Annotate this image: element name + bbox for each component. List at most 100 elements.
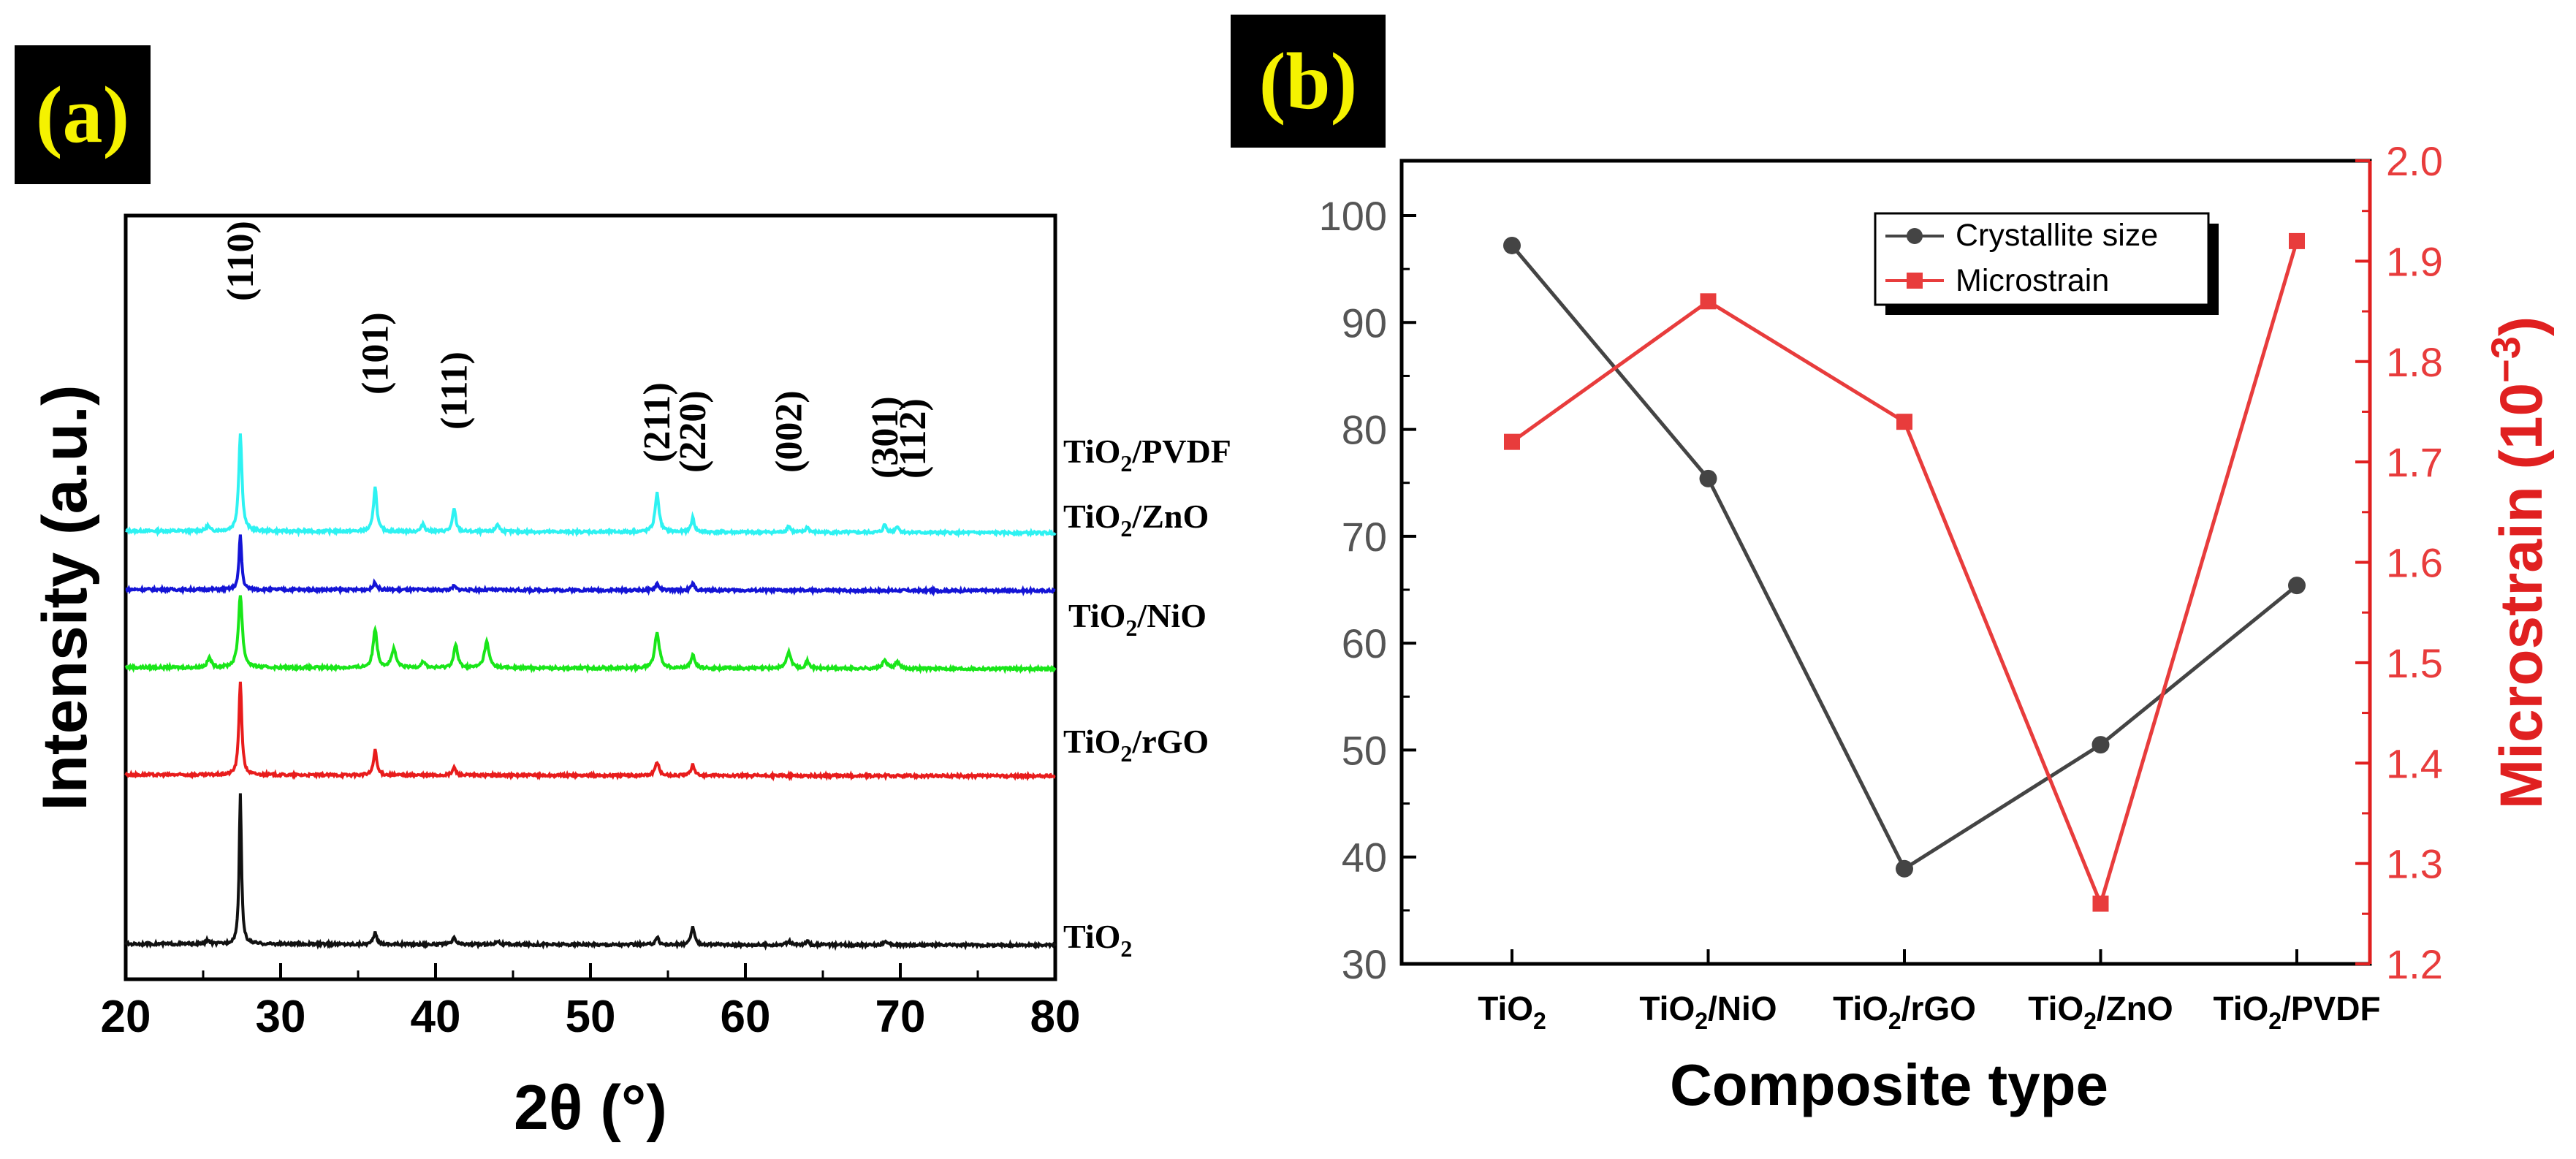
microstrain-point	[1896, 414, 1912, 430]
b-x-category-label: TiO2/ZnO	[2028, 989, 2173, 1034]
crystallite-point	[1503, 236, 1521, 254]
b-y-tick-label: 60	[1342, 620, 1387, 666]
crystallite-line	[1511, 244, 2298, 872]
xrd-x-tick-label: 80	[1030, 992, 1081, 1042]
hkl-annotation: (101)	[354, 312, 396, 395]
xrd-series-line	[124, 595, 1057, 674]
b-y-tick-label: 30	[1342, 941, 1387, 987]
xrd-series-label-sub: 2	[1125, 615, 1137, 641]
microstrain-point	[2289, 232, 2305, 249]
b-x-category-sub: 2	[1888, 1008, 1901, 1034]
xrd-series-label-rest: /ZnO	[1131, 498, 1209, 535]
panel-label-b: (b)	[1231, 15, 1386, 148]
legend-box	[1874, 212, 2210, 306]
xrd-series-label-main: TiO	[1063, 498, 1120, 535]
xrd-y-axis-title: Intensity (a.u.)	[30, 385, 100, 811]
xrd-x-tick-label: 20	[101, 992, 151, 1042]
b-y2-tick-label: 1.5	[2386, 640, 2443, 686]
xrd-series-label-rest: /NiO	[1136, 597, 1207, 634]
b-y2-tick-label: 2.0	[2386, 138, 2443, 184]
b-x-category-label: TiO2/PVDF	[2213, 989, 2380, 1034]
legend-swatch-crystallite-marker	[1907, 228, 1923, 244]
hkl-annotation: (220)	[672, 390, 714, 473]
b-y2-axis-title-main: Microstrain (10	[2488, 383, 2555, 809]
panel-label-b-text: (b)	[1258, 36, 1358, 126]
legend-microstrain-label: Microstrain	[1956, 263, 2109, 298]
b-y-tick-label: 100	[1319, 193, 1387, 239]
b-y2-tick-label: 1.3	[2386, 841, 2443, 887]
legend-crystallite-label: Crystallite size	[1956, 218, 2158, 253]
b-x-category-label: TiO2/rGO	[1833, 989, 1976, 1034]
xrd-x-tick-label: 70	[875, 992, 926, 1042]
b-y-tick-label: 90	[1342, 300, 1387, 346]
b-y2-tick-label: 1.2	[2386, 941, 2443, 987]
xrd-x-tick-label: 50	[566, 992, 616, 1042]
b-x-category-rest: /rGO	[1901, 989, 1976, 1027]
b-y2-axis-title-sup: −3	[2482, 336, 2528, 383]
crystallite-point	[2091, 736, 2110, 754]
b-y2-tick-label: 1.8	[2386, 339, 2443, 385]
xrd-x-tick-label: 60	[721, 992, 771, 1042]
xrd-series-label-sub: 2	[1120, 450, 1132, 476]
b-x-category-label: TiO2/NiO	[1639, 989, 1777, 1034]
xrd-series-label-sub: 2	[1120, 515, 1132, 542]
xrd-series-label-main: TiO	[1063, 723, 1120, 760]
b-x-category-label: TiO2	[1478, 989, 1546, 1034]
crystallite-point	[1896, 859, 1913, 878]
panel-label-a-text: (a)	[35, 69, 130, 159]
xrd-series-label: TiO2/ZnO	[1063, 498, 1209, 542]
b-x-category-sub: 2	[2083, 1008, 2097, 1034]
xrd-x-tick-label: 40	[411, 992, 461, 1042]
microstrain-point	[2092, 895, 2109, 912]
b-x-category-main: TiO	[1639, 989, 1695, 1027]
b-x-category-rest: /PVDF	[2281, 989, 2380, 1027]
microstrain-point	[1504, 433, 1520, 450]
xrd-series-line	[125, 534, 1056, 597]
xrd-series-label-sub: 2	[1120, 740, 1132, 767]
xrd-series-label-main: TiO	[1063, 433, 1120, 470]
hkl-annotation: (002)	[768, 390, 810, 473]
xrd-series-label: TiO2/NiO	[1068, 597, 1207, 641]
b-y2-tick-label: 1.4	[2386, 740, 2443, 786]
xrd-series-line	[124, 681, 1056, 782]
b-y2-tick-label: 1.9	[2386, 238, 2443, 284]
b-y2-axis-title-end: )	[2488, 316, 2555, 336]
b-y-tick-label: 40	[1342, 835, 1387, 881]
panel-label-a: (a)	[15, 45, 151, 184]
b-y-tick-label: 80	[1342, 407, 1387, 453]
b-x-category-main: TiO	[1478, 989, 1533, 1027]
xrd-series-label-rest: /PVDF	[1131, 433, 1231, 470]
b-y2-tick-label: 1.7	[2386, 439, 2443, 485]
xrd-series-label-sub: 2	[1120, 935, 1132, 962]
hkl-annotation: (112)	[892, 398, 934, 479]
b-y-tick-label: 70	[1342, 514, 1387, 560]
xrd-series-label: TiO2/PVDF	[1063, 433, 1231, 476]
xrd-series-label-main: TiO	[1063, 918, 1120, 955]
xrd-series-line	[125, 433, 1057, 539]
crystallite-point	[2288, 577, 2306, 595]
microstrain-line	[1511, 240, 2299, 910]
hkl-annotation: (111)	[433, 352, 475, 430]
b-y-tick-label: 50	[1342, 727, 1387, 773]
b-y2-tick-label: 1.6	[2386, 540, 2443, 586]
b-x-category-sub: 2	[2268, 1008, 2281, 1034]
b-x-axis-title: Composite type	[1670, 1052, 2108, 1117]
b-y2-axis-title: Microstrain (10−3)	[2482, 316, 2555, 809]
hkl-annotation: (301)	[865, 396, 906, 479]
legend: Crystallite size Microstrain	[1874, 212, 2219, 315]
b-x-category-main: TiO	[1833, 989, 1888, 1027]
b-x-category-main: TiO	[2028, 989, 2083, 1027]
hkl-annotation: (211)	[637, 382, 678, 463]
hkl-annotation: (110)	[220, 221, 262, 301]
b-x-category-rest: /NiO	[1708, 989, 1777, 1027]
xrd-series-label: TiO2/rGO	[1063, 723, 1209, 767]
xrd-series-label: TiO2	[1063, 918, 1132, 962]
legend-swatch-microstrain-marker	[1907, 273, 1923, 289]
b-x-category-main: TiO	[2213, 989, 2268, 1027]
b-x-category-rest: /ZnO	[2097, 989, 2173, 1027]
xrd-x-axis-title: 2θ (°)	[514, 1073, 667, 1143]
microstrain-point	[1700, 293, 1717, 310]
